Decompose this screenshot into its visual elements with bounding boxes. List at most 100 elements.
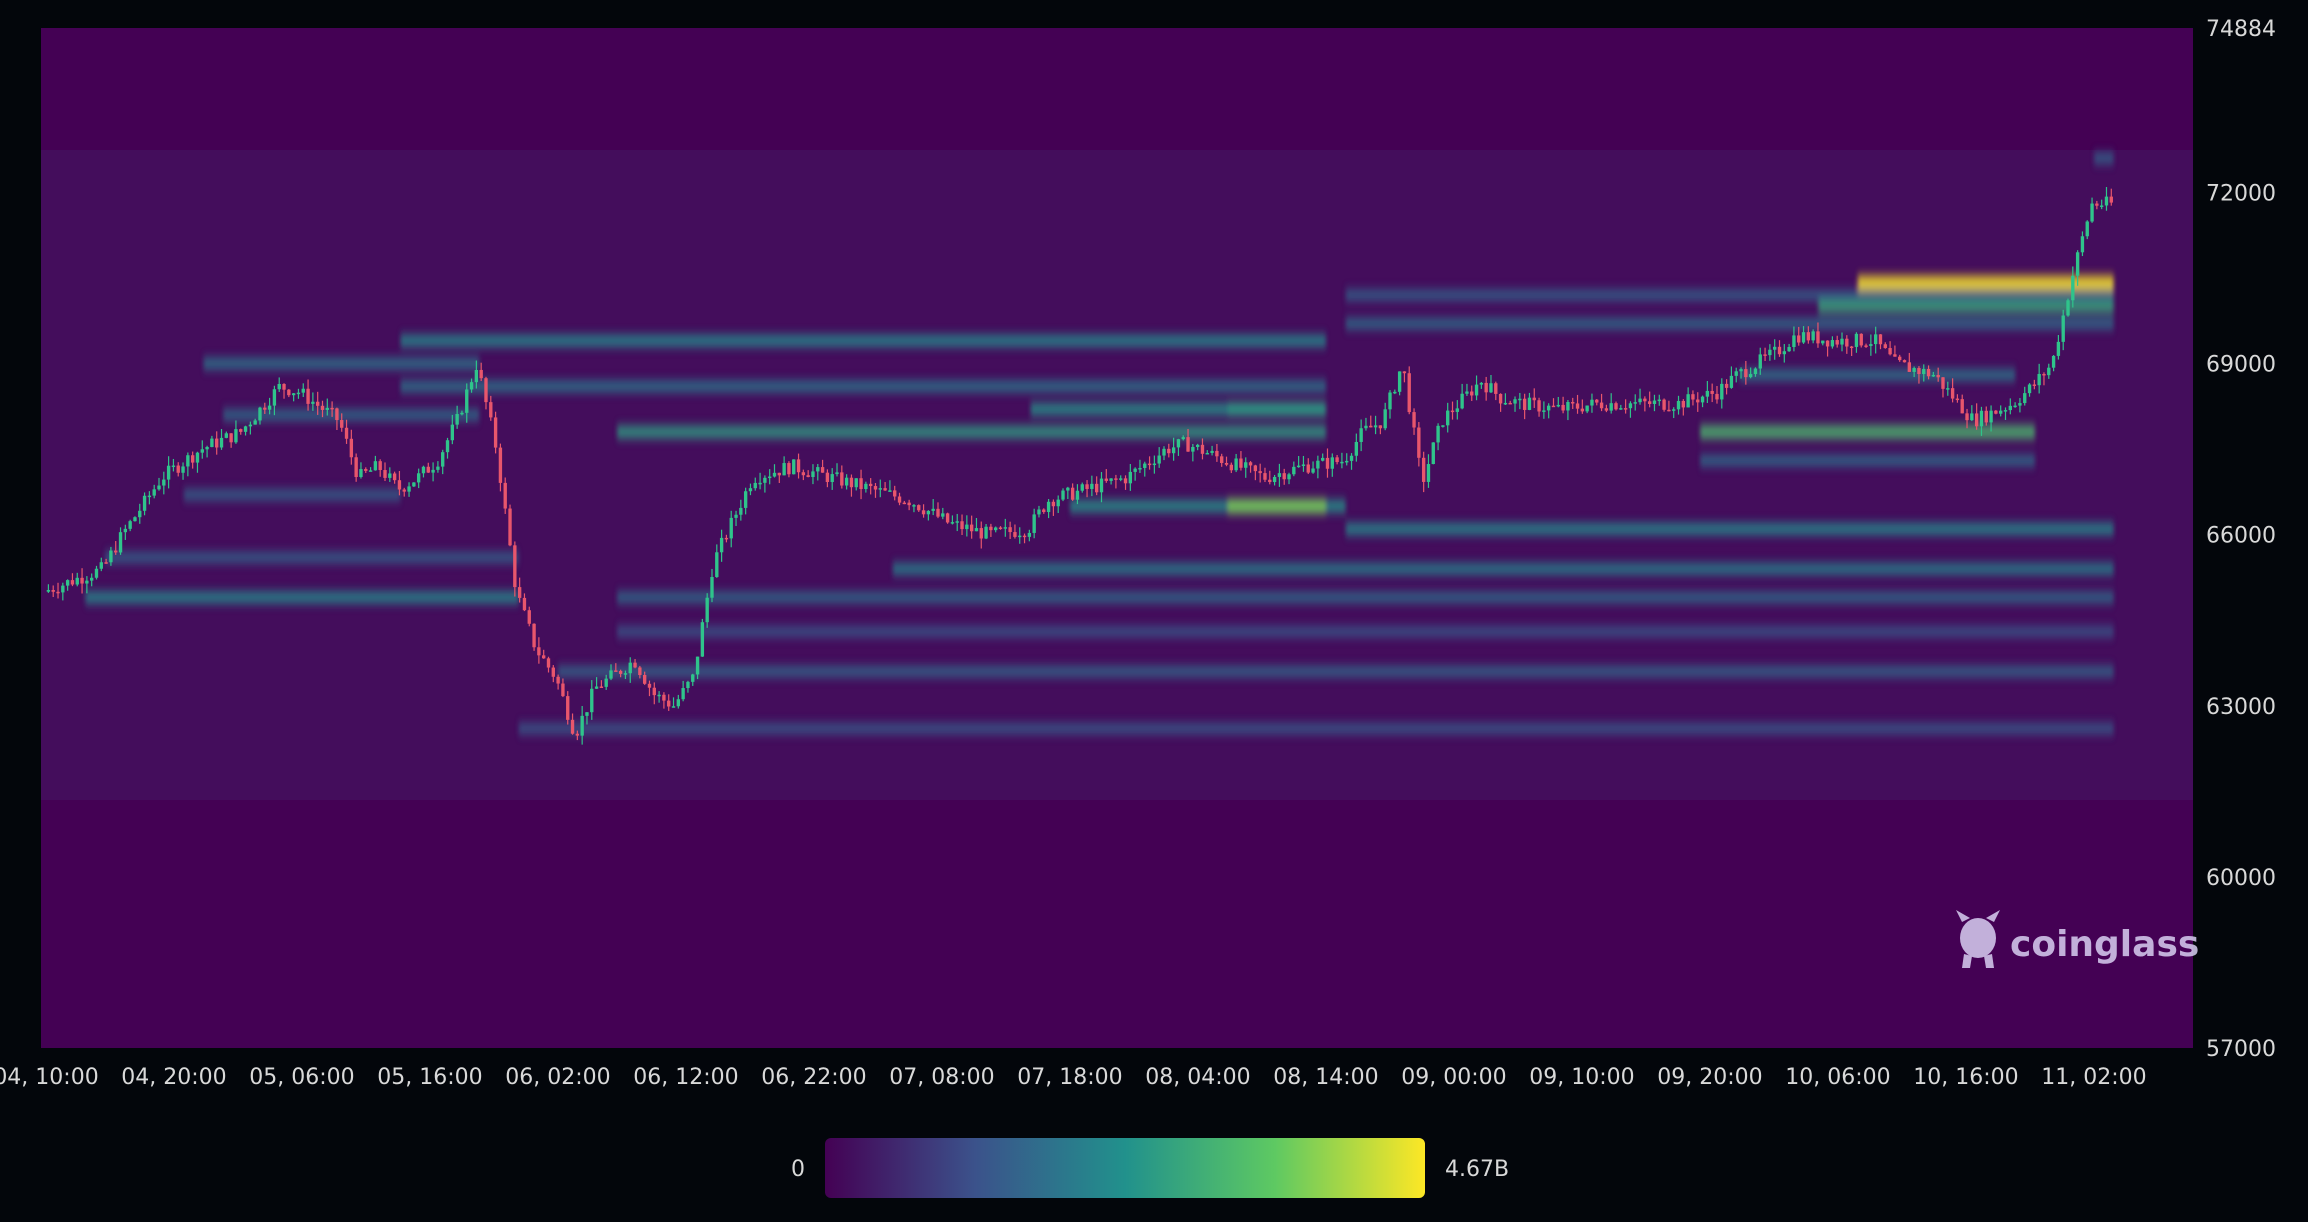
candle-body <box>498 447 503 483</box>
candle-body <box>354 457 358 478</box>
candle-body <box>1022 535 1027 538</box>
candle-body <box>1748 374 1753 378</box>
x-tick-label: 05, 06:00 <box>249 1065 354 1090</box>
x-tick-label: 05, 16:00 <box>377 1065 482 1090</box>
candle-body <box>489 402 493 418</box>
candle-body <box>1330 457 1334 469</box>
candle-body <box>1633 402 1637 404</box>
candle-body <box>1369 425 1373 428</box>
candle-body <box>450 424 455 441</box>
candle-body <box>1898 356 1902 361</box>
candle-body <box>1522 398 1527 410</box>
candle-body <box>1085 484 1089 489</box>
candle-body <box>253 420 257 425</box>
y-tick-label: 57000 <box>2206 1037 2276 1062</box>
candle-body <box>455 414 459 425</box>
candle-body <box>902 502 907 505</box>
candle-body <box>1258 471 1262 474</box>
candle-body <box>190 455 195 463</box>
candle-body <box>681 688 685 700</box>
candle-body <box>513 545 517 588</box>
candle-body <box>1157 455 1161 464</box>
x-tick-label: 09, 00:00 <box>1401 1065 1506 1090</box>
liquidity-band <box>183 489 401 501</box>
liquidity-band <box>1345 318 2114 330</box>
candle-body <box>1200 444 1205 454</box>
candle-body <box>1359 428 1363 442</box>
candle-body <box>585 712 589 716</box>
candle-body <box>1734 371 1738 376</box>
candle-body <box>243 426 248 432</box>
candle-body <box>1320 457 1325 461</box>
candle-body <box>2047 367 2051 376</box>
candle-body <box>1686 394 1690 408</box>
candle-body <box>388 473 392 478</box>
x-tick-label: 04, 10:00 <box>0 1065 99 1090</box>
candle-body <box>753 482 757 489</box>
candle-body <box>176 465 180 473</box>
candle-body <box>1537 400 1541 412</box>
candle-body <box>1729 375 1734 388</box>
candle-body <box>811 471 815 478</box>
candle-body <box>1090 483 1094 489</box>
candle-body <box>532 623 536 648</box>
x-tick-label: 08, 04:00 <box>1145 1065 1250 1090</box>
candle-body <box>1397 371 1402 392</box>
candle-body <box>1426 464 1431 482</box>
candle-body <box>700 622 705 657</box>
candle-body <box>272 389 277 406</box>
candle-body <box>1811 331 1815 341</box>
candle-body <box>1715 393 1719 400</box>
x-tick-label: 09, 20:00 <box>1657 1065 1762 1090</box>
candle-body <box>551 667 555 677</box>
candle-body <box>974 528 979 532</box>
candle-body <box>873 486 878 490</box>
candle-body <box>1253 465 1258 472</box>
y-tick-label: 66000 <box>2206 524 2276 549</box>
candle-body <box>416 473 421 483</box>
x-tick-label: 07, 18:00 <box>1017 1065 1122 1090</box>
candle-body <box>306 388 310 404</box>
candle-body <box>503 482 507 509</box>
candle-body <box>599 686 604 688</box>
candle-body <box>1614 403 1618 410</box>
candle-body <box>604 678 608 687</box>
candle-body <box>830 474 834 483</box>
candle-body <box>46 590 51 592</box>
candle-body <box>1647 401 1652 404</box>
candle-body <box>816 467 820 472</box>
candle-body <box>2023 393 2027 404</box>
liquidity-band <box>2094 152 2114 164</box>
candle-body <box>1450 410 1455 413</box>
candle-body <box>1335 457 1339 463</box>
candle-body <box>1239 458 1243 468</box>
candle-body <box>1446 410 1450 426</box>
candle-body <box>484 378 488 403</box>
candle-body <box>2056 341 2061 356</box>
candle-body <box>1854 333 1859 347</box>
candle-body <box>1590 399 1594 406</box>
candle-body <box>1869 344 1873 346</box>
candle-body <box>609 670 613 679</box>
candle-body <box>320 405 325 410</box>
candle-body <box>1816 331 1820 344</box>
y-tick-label: 74884 <box>2206 17 2276 42</box>
candle-body <box>431 469 435 473</box>
candle-body <box>1556 404 1560 407</box>
candle-body <box>2008 405 2012 411</box>
liquidity-band <box>203 357 480 370</box>
liquidity-band <box>400 380 1326 393</box>
candle-body <box>1061 490 1065 500</box>
coinglass-watermark: coinglass <box>1956 910 2199 968</box>
candle-body <box>1229 464 1233 471</box>
candle-body <box>1013 532 1017 537</box>
candle-body <box>1931 374 1936 377</box>
candle-body <box>2061 315 2065 342</box>
candle-body <box>1571 402 1575 404</box>
candle-body <box>888 490 892 492</box>
candle-body <box>705 597 709 623</box>
candle-body <box>2027 384 2032 394</box>
candle-body <box>412 482 416 487</box>
candle-body <box>1753 368 1758 375</box>
candle-body <box>61 585 65 593</box>
